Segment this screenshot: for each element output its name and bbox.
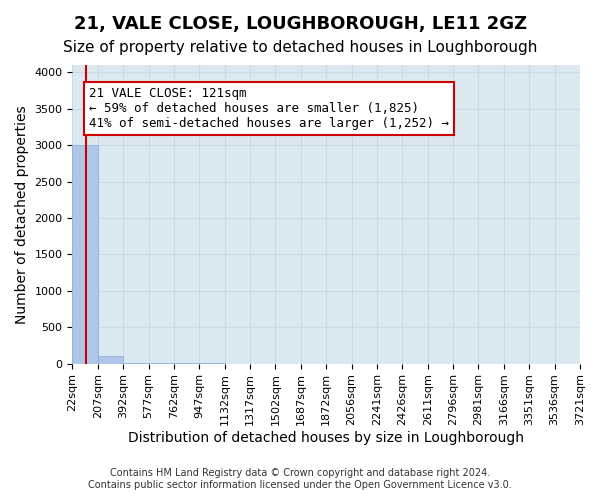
Y-axis label: Number of detached properties: Number of detached properties — [15, 105, 29, 324]
Text: Size of property relative to detached houses in Loughborough: Size of property relative to detached ho… — [63, 40, 537, 55]
Text: Contains HM Land Registry data © Crown copyright and database right 2024.
Contai: Contains HM Land Registry data © Crown c… — [88, 468, 512, 490]
Text: 21, VALE CLOSE, LOUGHBOROUGH, LE11 2GZ: 21, VALE CLOSE, LOUGHBOROUGH, LE11 2GZ — [74, 15, 527, 33]
Bar — [98, 356, 123, 364]
Text: 21 VALE CLOSE: 121sqm
← 59% of detached houses are smaller (1,825)
41% of semi-d: 21 VALE CLOSE: 121sqm ← 59% of detached … — [89, 87, 449, 130]
Bar — [73, 145, 98, 364]
X-axis label: Distribution of detached houses by size in Loughborough: Distribution of detached houses by size … — [128, 431, 524, 445]
